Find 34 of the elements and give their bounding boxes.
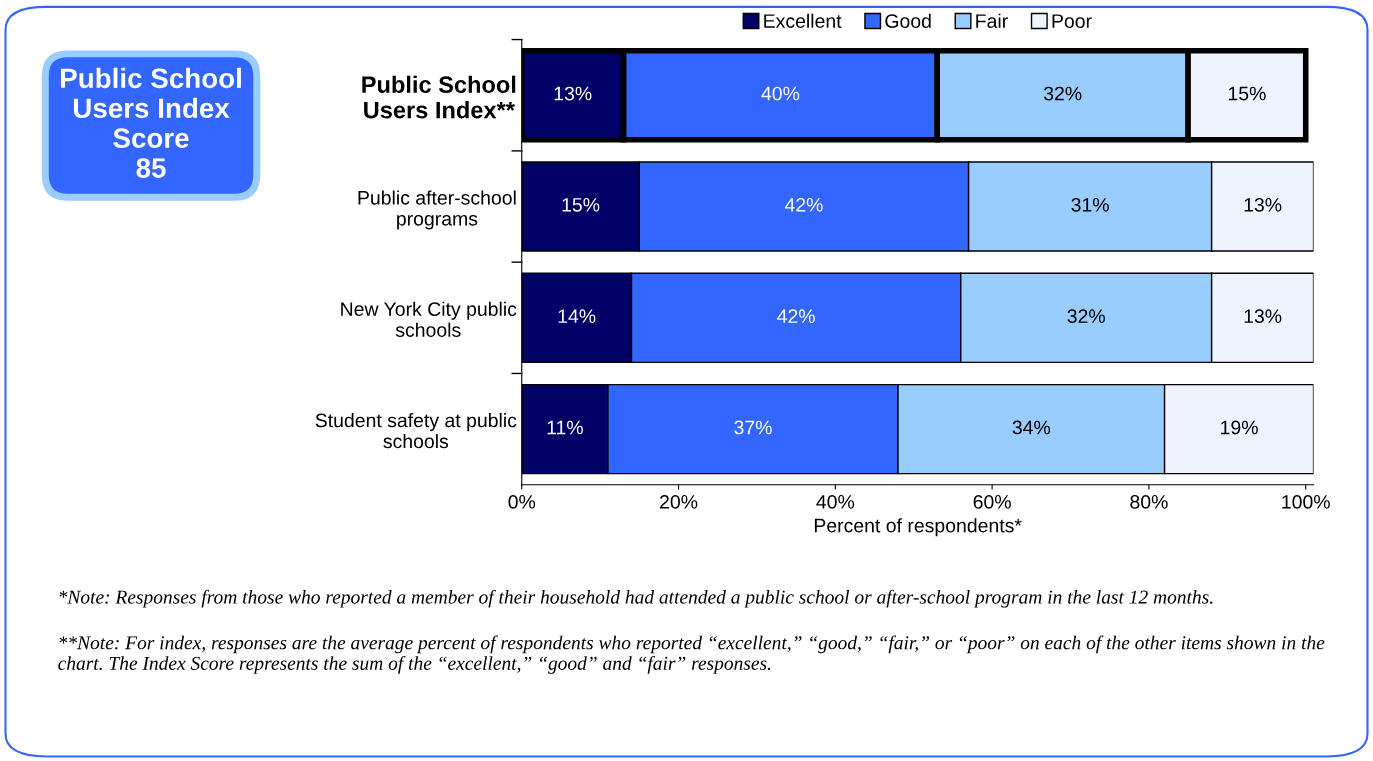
legend-label: Poor — [1052, 14, 1092, 28]
x-axis-title: Percent of respondents* — [814, 518, 1022, 537]
x-tick-label: 80% — [1130, 494, 1168, 509]
data-label: 42% — [784, 197, 823, 212]
x-tick-label: 100% — [1282, 494, 1330, 509]
legend-label: Excellent — [764, 13, 842, 28]
data-label: 32% — [1067, 309, 1105, 324]
legend-label: Good — [885, 13, 931, 28]
data-label: 32% — [1043, 86, 1082, 101]
data-label: 11% — [547, 420, 583, 435]
data-label: 13% — [1244, 197, 1282, 212]
y-tick-label: Student safety at public schools — [315, 413, 517, 449]
x-tick-label: 40% — [816, 494, 855, 509]
data-label: 19% — [1221, 420, 1258, 435]
data-label: 37% — [734, 420, 772, 435]
data-label: 13% — [554, 86, 592, 101]
y-tick-label: Public School Users Index** — [362, 75, 516, 119]
data-label: 42% — [777, 309, 815, 323]
text: **Note: For index, responses are the average percent of respondents who reported “excellent,” “good,” “fair,” or “poor” on each of the other items shown in the chart. The Index Score represents the sum of the “excellent,” “good” and “fair” responses. — [58, 635, 1325, 674]
data-label: 15% — [1228, 86, 1266, 101]
x-tick-label: 60% — [973, 494, 1011, 509]
data-label: 40% — [761, 86, 800, 101]
x-tick-label: 0% — [508, 494, 536, 509]
data-label: 15% — [562, 198, 600, 212]
y-tick-label: New York City public schools — [341, 301, 517, 337]
x-tick-label: 20% — [660, 494, 698, 509]
y-tick-label: Public after-school programs — [358, 190, 516, 230]
data-label: 14% — [558, 309, 596, 323]
data-label: 34% — [1012, 420, 1051, 435]
legend-label: Fair — [976, 13, 1008, 28]
data-label: 13% — [1244, 309, 1282, 324]
text: Public School Users Index Score 85 — [61, 67, 241, 178]
data-label: 31% — [1071, 197, 1109, 212]
text: *Note: Responses from those who reported a member of their household had attended a public school or after-school program in the last 12 months. — [59, 589, 1213, 608]
